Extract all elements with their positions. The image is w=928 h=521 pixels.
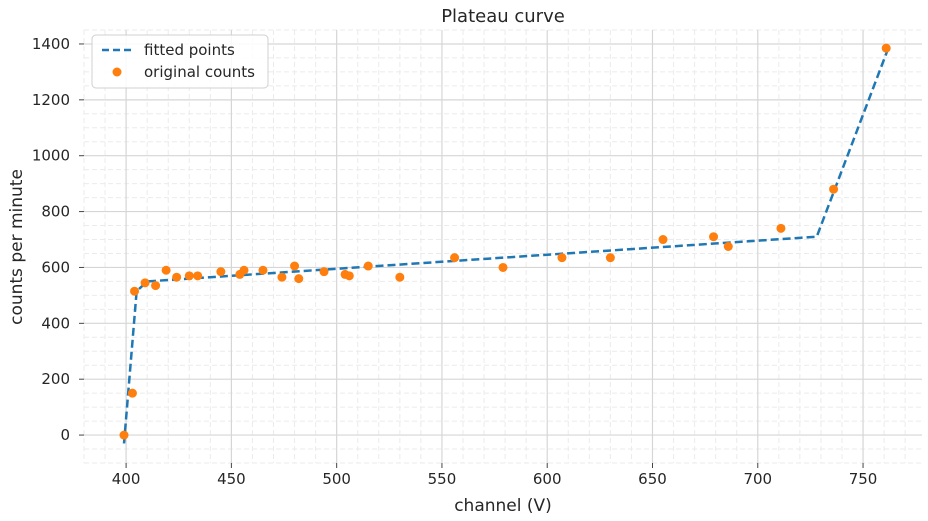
x-tick-label: 450 — [217, 470, 246, 488]
original-count-point — [294, 274, 304, 284]
original-count-point — [498, 262, 508, 272]
y-axis-label: counts per minute — [7, 169, 27, 325]
x-tick-label: 650 — [638, 470, 667, 488]
y-tick-label: 200 — [41, 370, 70, 388]
x-tick-label: 550 — [428, 470, 457, 488]
y-tick-label: 1200 — [32, 91, 70, 109]
minor-grid — [83, 29, 922, 464]
legend-original-label: original counts — [144, 63, 255, 81]
original-count-point — [193, 271, 203, 281]
x-axis-label: channel (V) — [454, 496, 552, 516]
original-count-point — [119, 430, 129, 440]
legend-original-marker-swatch — [112, 67, 122, 77]
original-count-point — [140, 278, 150, 288]
original-count-point — [127, 388, 137, 398]
legend-box — [91, 34, 269, 89]
original-count-point — [723, 242, 733, 251]
original-count-point — [172, 272, 182, 282]
x-tick-label: 700 — [743, 470, 772, 488]
y-tick-label: 1000 — [32, 147, 70, 165]
fitted-points-line — [122, 47, 890, 444]
original-count-point — [395, 272, 405, 282]
x-tick-label: 500 — [322, 470, 351, 488]
original-count-point — [161, 265, 171, 275]
legend-fitted-label: fitted points — [144, 41, 235, 59]
y-tick-label: 800 — [41, 203, 70, 221]
original-count-point — [658, 235, 668, 245]
series-markers — [119, 43, 891, 440]
x-axis-ticks: 400 450 500 550 600 650 700 750 — [112, 463, 878, 488]
original-count-point — [776, 223, 786, 233]
x-tick-label: 750 — [849, 470, 878, 488]
chart-title: Plateau curve — [441, 6, 565, 27]
legend: fitted points original counts — [91, 34, 269, 89]
original-count-point — [216, 267, 226, 277]
y-tick-label: 600 — [41, 258, 70, 276]
y-tick-label: 1400 — [32, 35, 70, 53]
plot-area — [84, 30, 922, 463]
original-count-point — [290, 261, 300, 271]
x-tick-label: 400 — [112, 470, 141, 488]
series-lines — [122, 47, 890, 444]
original-count-point — [258, 265, 268, 275]
original-count-point — [829, 184, 839, 194]
original-count-point — [450, 253, 460, 263]
original-count-point — [344, 271, 354, 281]
original-count-point — [277, 272, 287, 282]
original-count-point — [557, 253, 567, 263]
original-count-point — [151, 281, 161, 291]
original-count-point — [881, 43, 891, 53]
original-count-point — [363, 261, 373, 271]
x-tick-label: 600 — [533, 470, 562, 488]
original-count-point — [239, 265, 249, 275]
original-count-point — [130, 286, 140, 296]
original-count-point — [184, 271, 194, 281]
y-tick-label: 400 — [41, 314, 70, 332]
y-axis-ticks: 0 200 400 600 800 1000 1200 1400 — [32, 35, 84, 444]
original-count-point — [319, 267, 329, 277]
y-tick-label: 0 — [60, 426, 70, 444]
original-count-point — [709, 232, 719, 242]
original-count-point — [605, 253, 615, 263]
